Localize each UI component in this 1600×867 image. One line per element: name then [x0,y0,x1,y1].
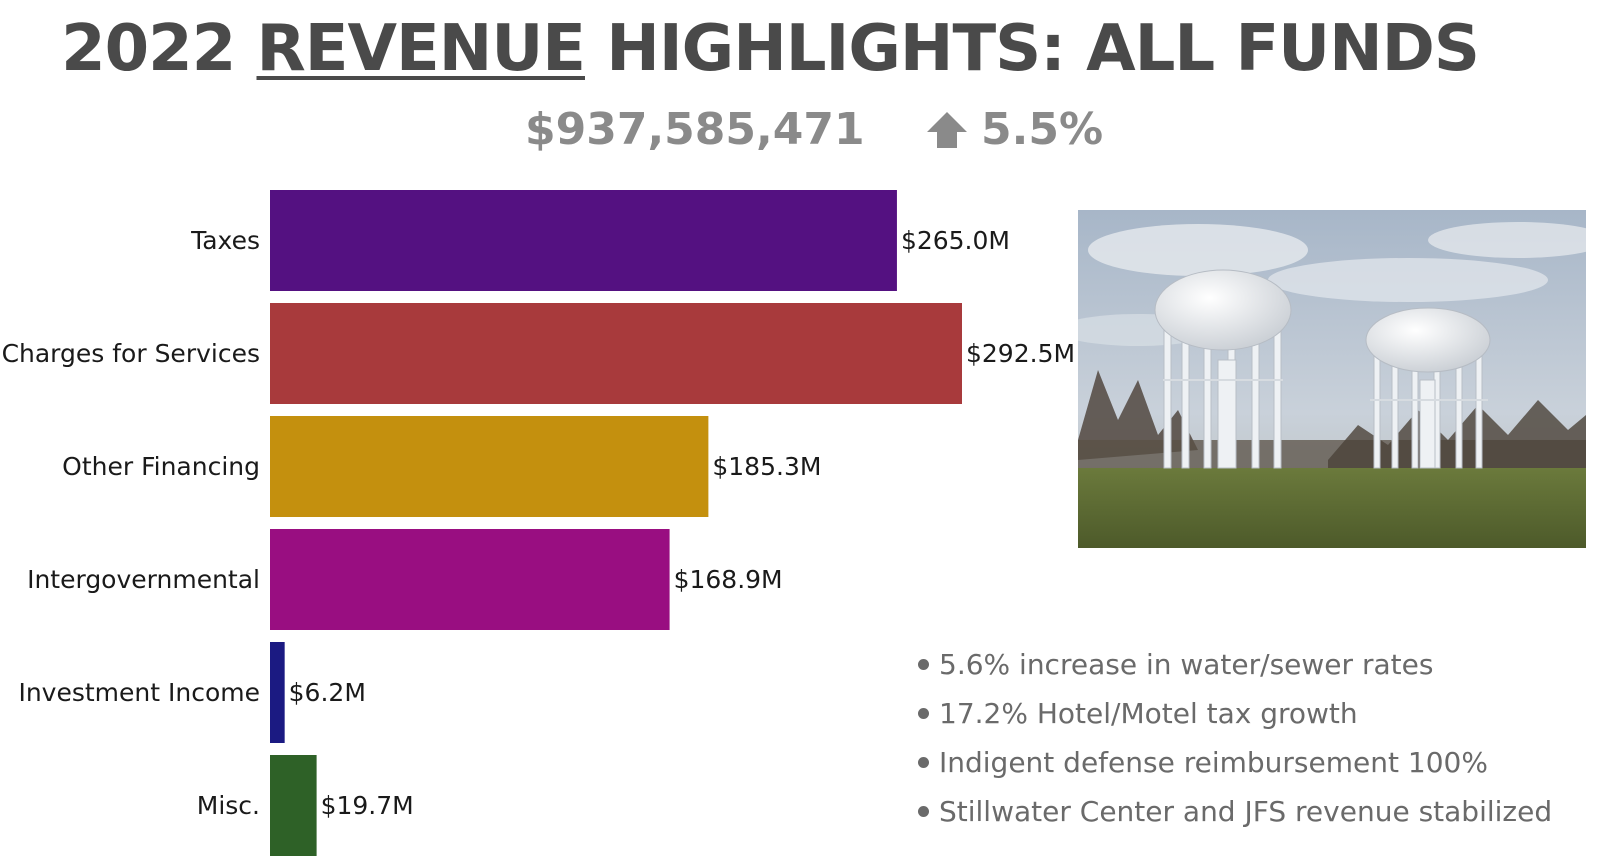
summary-line: $937,585,471 5.5% [0,104,1600,158]
bar-taxes [270,190,897,291]
highlight-text: Indigent defense reimbursement 100% [939,746,1488,779]
total-revenue: $937,585,471 [525,104,865,155]
value-label: $168.9M [674,565,783,594]
highlights-list: 5.6% increase in water/sewer rates 17.2%… [918,640,1552,836]
page-title: 2022 REVENUE HIGHLIGHTS: ALL FUNDS [0,12,1540,86]
highlight-text: 5.6% increase in water/sewer rates [939,648,1434,681]
category-label: Intergovernmental [27,565,260,594]
value-label: $292.5M [966,339,1075,368]
value-label: $185.3M [712,452,821,481]
highlight-item: Stillwater Center and JFS revenue stabil… [918,787,1552,836]
highlight-text: Stillwater Center and JFS revenue stabil… [939,795,1553,828]
category-label: Charges for Services [2,339,260,368]
revenue-bar-chart: Taxes $265.0M Charges for Services $292.5M O… [2,190,1075,856]
water-towers-photo [1078,210,1586,548]
title-rest: HIGHLIGHTS: ALL FUNDS [606,12,1480,86]
bar-investment-income [270,642,285,743]
arrow-up-icon [927,111,967,148]
highlight-item: 5.6% increase in water/sewer rates [918,640,1552,689]
value-label: $265.0M [901,226,1010,255]
category-label: Misc. [197,791,260,820]
bullet-icon [918,756,929,768]
bullet-icon [918,707,929,719]
category-label: Other Financing [62,452,260,481]
bar-intergovernmental [270,529,670,630]
title-underlined-word: REVENUE [256,12,586,86]
bar-charges-for-services [270,303,962,404]
bullet-icon [918,658,929,670]
highlight-text: 17.2% Hotel/Motel tax growth [939,697,1358,730]
bullet-icon [918,805,929,817]
category-label: Investment Income [18,678,260,707]
value-label: $19.7M [321,791,414,820]
revenue-change: 5.5% [925,104,1103,155]
value-label: $6.2M [289,678,366,707]
change-percent: 5.5% [981,104,1104,155]
bar-misc [270,755,317,856]
category-label: Taxes [190,226,260,255]
highlight-item: Indigent defense reimbursement 100% [918,738,1552,787]
title-year: 2022 [61,12,236,86]
highlight-item: 17.2% Hotel/Motel tax growth [918,689,1552,738]
bar-other-financing [270,416,709,517]
